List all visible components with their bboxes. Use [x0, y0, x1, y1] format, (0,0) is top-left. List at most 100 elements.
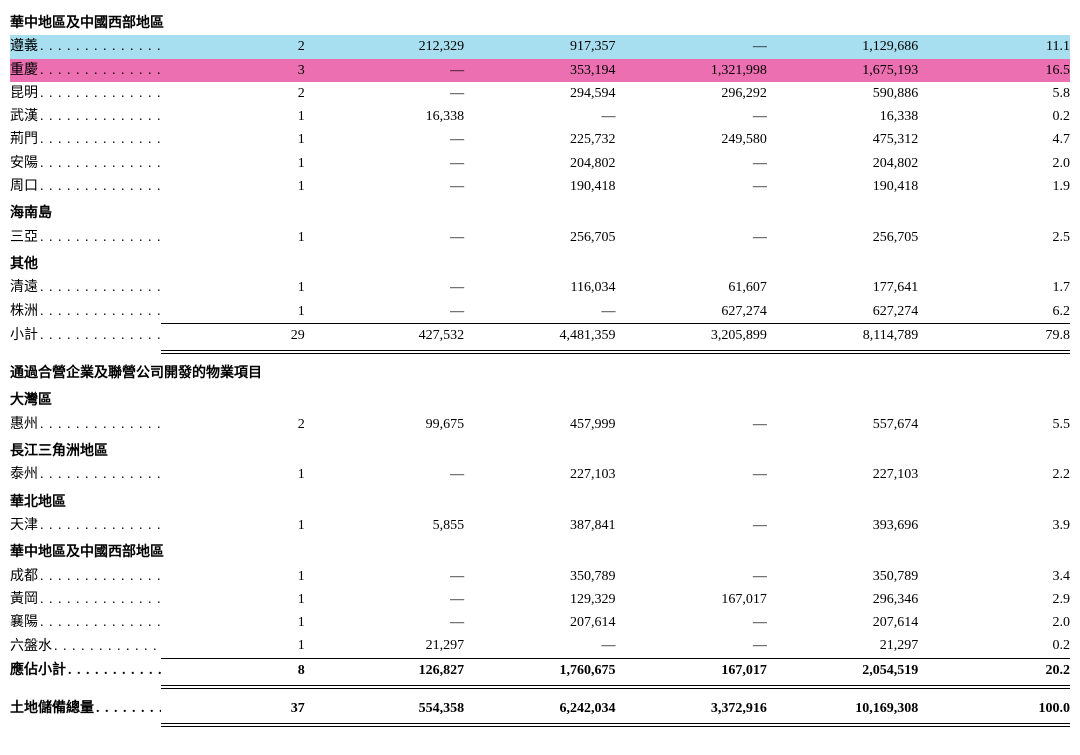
row-count: 1: [161, 514, 312, 537]
section-title: 大灣區: [10, 385, 1070, 412]
row-val4: 207,614: [767, 611, 918, 634]
row-val4: 590,886: [767, 82, 918, 105]
row-val5: 2.5: [918, 226, 1070, 249]
row-val1: —: [313, 463, 464, 486]
section-title: 海南島: [10, 198, 1070, 225]
row-val2: 116,034: [464, 276, 615, 299]
row-val3: 167,017: [616, 588, 767, 611]
row-label: 清遠: [10, 276, 161, 299]
table-row: 荊門 1 — 225,732 249,580 475,312 4.7: [10, 128, 1070, 151]
subtotal-val3: 167,017: [616, 658, 767, 683]
row-val1: 5,855: [313, 514, 464, 537]
row-count: 1: [161, 175, 312, 198]
row-val1: —: [313, 152, 464, 175]
row-val3: 296,292: [616, 82, 767, 105]
row-val3: 1,321,998: [616, 59, 767, 82]
table-row: 株洲 1 — — 627,274 627,274 6.2: [10, 300, 1070, 324]
subtotal-row: 應佔小計 8 126,827 1,760,675 167,017 2,054,5…: [10, 658, 1070, 683]
row-val2: —: [464, 634, 615, 658]
row-val1: —: [313, 565, 464, 588]
row-val3: —: [616, 565, 767, 588]
row-val1: —: [313, 276, 464, 299]
subtotal-val1: 126,827: [313, 658, 464, 683]
row-count: 2: [161, 82, 312, 105]
row-val1: —: [313, 175, 464, 198]
section-header: 長江三角洲地區: [10, 436, 1070, 463]
row-val2: 190,418: [464, 175, 615, 198]
row-val4: 190,418: [767, 175, 918, 198]
row-label: 武漢: [10, 105, 161, 128]
row-label: 重慶: [10, 59, 161, 82]
row-val5: 1.7: [918, 276, 1070, 299]
row-val2: 353,194: [464, 59, 615, 82]
table-row: 遵義 2 212,329 917,357 — 1,129,686 11.1: [10, 35, 1070, 58]
row-val3: —: [616, 226, 767, 249]
row-val2: 457,999: [464, 413, 615, 436]
row-val4: 557,674: [767, 413, 918, 436]
row-val3: —: [616, 152, 767, 175]
grand-total-val1: 554,358: [313, 683, 464, 721]
row-val2: 350,789: [464, 565, 615, 588]
subtotal-val5: 20.2: [918, 658, 1070, 683]
row-val5: 11.1: [918, 35, 1070, 58]
grand-total-val2: 6,242,034: [464, 683, 615, 721]
row-val5: 1.9: [918, 175, 1070, 198]
table-row: 重慶 3 — 353,194 1,321,998 1,675,193 16.5: [10, 59, 1070, 82]
row-label: 安陽: [10, 152, 161, 175]
row-val5: 16.5: [918, 59, 1070, 82]
subtotal-label: 應佔小計: [10, 658, 161, 683]
row-val4: 21,297: [767, 634, 918, 658]
row-val1: —: [313, 82, 464, 105]
table-row: 襄陽 1 — 207,614 — 207,614 2.0: [10, 611, 1070, 634]
subtotal-val5: 79.8: [918, 323, 1070, 348]
row-count: 1: [161, 588, 312, 611]
section-header: 大灣區: [10, 385, 1070, 412]
row-val1: —: [313, 226, 464, 249]
section-header: 通過合營企業及聯營公司開發的物業項目: [10, 348, 1070, 385]
row-label: 黃岡: [10, 588, 161, 611]
row-count: 1: [161, 300, 312, 324]
row-val5: 3.9: [918, 514, 1070, 537]
row-val2: —: [464, 300, 615, 324]
row-label: 三亞: [10, 226, 161, 249]
section-header: 海南島: [10, 198, 1070, 225]
row-val3: —: [616, 514, 767, 537]
grand-total-label: 土地儲備總量: [10, 683, 161, 721]
row-val2: 225,732: [464, 128, 615, 151]
section-title: 華中地區及中國西部地區: [10, 537, 1070, 564]
row-label: 荊門: [10, 128, 161, 151]
grand-total-count: 37: [161, 683, 312, 721]
grand-total-val4: 10,169,308: [767, 683, 918, 721]
table-row: 清遠 1 — 116,034 61,607 177,641 1.7: [10, 276, 1070, 299]
row-val4: 475,312: [767, 128, 918, 151]
table-row: 武漢 1 16,338 — — 16,338 0.2: [10, 105, 1070, 128]
row-val5: 6.2: [918, 300, 1070, 324]
row-val1: 21,297: [313, 634, 464, 658]
row-count: 3: [161, 59, 312, 82]
row-count: 1: [161, 276, 312, 299]
row-val2: —: [464, 105, 615, 128]
section-title: 華中地區及中國西部地區: [10, 8, 1070, 35]
table-row: 昆明 2 — 294,594 296,292 590,886 5.8: [10, 82, 1070, 105]
row-val2: 256,705: [464, 226, 615, 249]
row-val3: 61,607: [616, 276, 767, 299]
row-val4: 296,346: [767, 588, 918, 611]
subtotal-val4: 8,114,789: [767, 323, 918, 348]
row-val4: 16,338: [767, 105, 918, 128]
row-val5: 3.4: [918, 565, 1070, 588]
grand-total-row: 土地儲備總量 37 554,358 6,242,034 3,372,916 10…: [10, 683, 1070, 721]
subtotal-val1: 427,532: [313, 323, 464, 348]
table-row: 天津 1 5,855 387,841 — 393,696 3.9: [10, 514, 1070, 537]
row-val1: 16,338: [313, 105, 464, 128]
row-label: 襄陽: [10, 611, 161, 634]
row-val2: 129,329: [464, 588, 615, 611]
row-count: 1: [161, 565, 312, 588]
row-val3: —: [616, 463, 767, 486]
row-label: 天津: [10, 514, 161, 537]
row-val5: 5.5: [918, 413, 1070, 436]
row-label: 昆明: [10, 82, 161, 105]
table-row: 安陽 1 — 204,802 — 204,802 2.0: [10, 152, 1070, 175]
row-val2: 207,614: [464, 611, 615, 634]
row-val4: 350,789: [767, 565, 918, 588]
table-row: 黃岡 1 — 129,329 167,017 296,346 2.9: [10, 588, 1070, 611]
